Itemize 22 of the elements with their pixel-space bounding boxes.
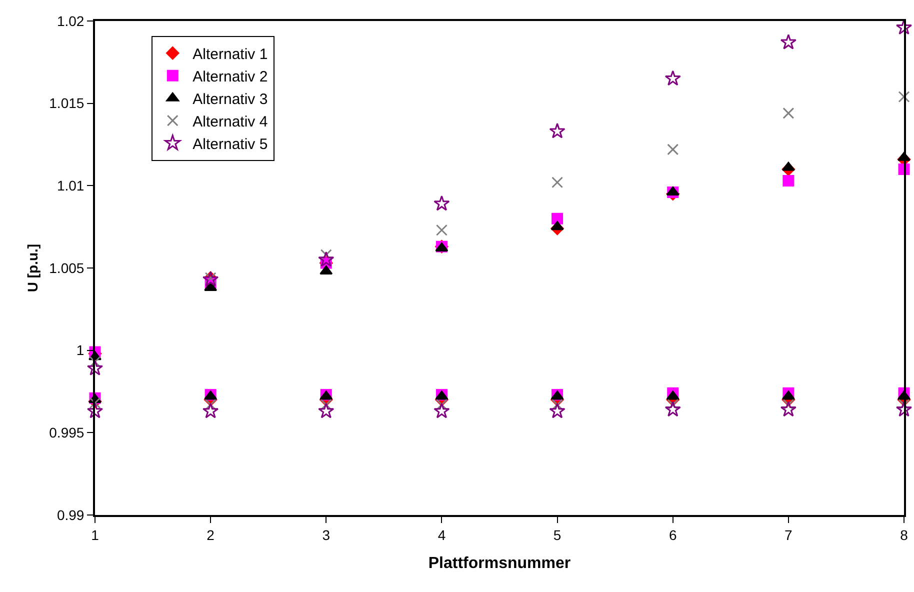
x-tick-label: 5 [553, 526, 562, 543]
legend-label: Alternativ 5 [192, 136, 268, 153]
x-tick-label: 3 [322, 526, 330, 543]
legend-label: Alternativ 3 [192, 90, 268, 108]
y-tick-label: 1.01 [56, 178, 84, 194]
legend-label: Alternativ 1 [192, 46, 268, 63]
legend-label: Alternativ 4 [192, 113, 268, 130]
y-tick-label: 0.995 [49, 424, 84, 441]
y-tick-label: 1.02 [56, 12, 84, 29]
x-tick-label: 1 [91, 526, 100, 543]
y-tick-label: 1.005 [49, 260, 84, 276]
x-axis-title: Plattformsnummer [428, 555, 571, 572]
y-tick-label: 1.015 [49, 95, 84, 112]
y-tick-label: 1 [76, 342, 84, 358]
x-tick-label: 6 [668, 526, 677, 543]
x-tick-label: 7 [784, 526, 793, 543]
x-tick-label: 4 [438, 526, 446, 543]
x-tick-label: 8 [900, 526, 908, 543]
y-tick-label: 0.99 [56, 506, 84, 523]
legend-label: Alternativ 2 [192, 68, 268, 86]
x-tick-label: 2 [206, 526, 215, 543]
y-axis-title: U [p.u.] [24, 244, 40, 292]
